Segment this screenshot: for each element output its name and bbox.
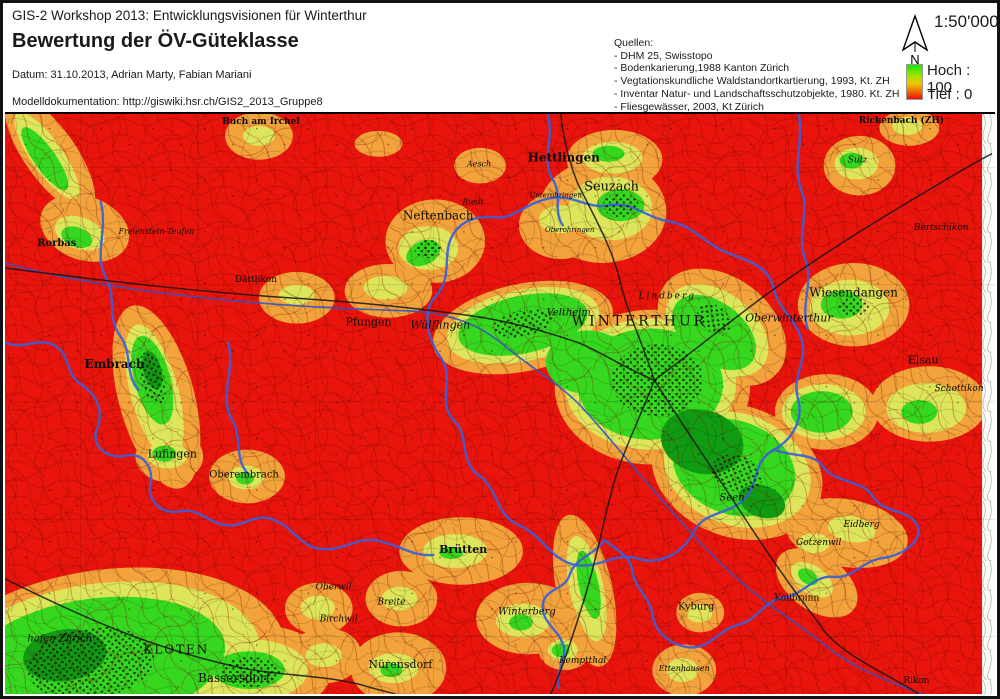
legend-gradient-bar	[906, 64, 923, 100]
map-label: Oberwinterthur	[745, 312, 833, 325]
map-label: Seen	[720, 492, 745, 503]
legend-low-label: Tief : 0	[927, 86, 973, 103]
page-title: Bewertung der ÖV-Güteklasse	[12, 30, 299, 52]
map-label: Gotzenwil	[796, 538, 841, 548]
legend-high-label: Hoch : 100	[927, 62, 971, 96]
map-label: Eidberg	[842, 520, 879, 530]
map-label: hafen Zürich	[27, 633, 92, 644]
map-label: Dättlikon	[235, 275, 277, 285]
north-label: N	[910, 52, 919, 66]
map-label: Bertschikon	[913, 223, 969, 233]
map-label: Sulz	[848, 156, 868, 166]
map-label: KLOTEN	[143, 642, 209, 656]
sources-heading: Quellen:	[614, 37, 654, 49]
source-item: - Vegtationskundliche Waldstandortkartie…	[614, 75, 890, 88]
map-label: Freienstein-Teufen	[118, 227, 195, 236]
map-label: Aesch	[466, 160, 491, 169]
map-label: Wiesendangen	[809, 286, 898, 300]
map-label: Oberembrach	[209, 470, 279, 481]
map-label: Bassersdorf	[198, 671, 272, 685]
topo-texture	[5, 114, 995, 694]
map-area: Buch am Irchel Hettlingen Seuzach Unterohri…	[5, 112, 995, 694]
map-label: Rickenbach (ZH)	[859, 115, 944, 126]
map-label: Rorbas	[37, 238, 77, 249]
scale-label: 1:50'000	[934, 12, 999, 31]
date-authors: Datum: 31.10.2013, Adrian Marty, Fabian …	[12, 69, 252, 81]
workshop-title: GIS-2 Workshop 2013: Entwicklungsvisione…	[12, 8, 367, 23]
map-label: Pfungen	[345, 316, 391, 329]
map-label: Wülflingen	[410, 319, 470, 332]
place-labels: Buch am Irchel Hettlingen SeuzachUnterohri…	[27, 115, 983, 686]
map-label: Oberwil	[316, 583, 352, 593]
bw-map-strip	[982, 114, 995, 694]
map-label: Unterohringen	[530, 191, 582, 199]
source-item: - Fliesgewässer, 2003, Kt Zürich	[614, 100, 764, 113]
map-label: Lufingen	[148, 448, 197, 461]
map-label: Lindberg	[638, 292, 696, 302]
map-label: Rikon	[903, 676, 929, 686]
source-item: - Bodenkarierung,1988 Kanton Zürich	[614, 62, 790, 75]
river-toess	[5, 262, 922, 694]
source-item: - DHM 25, Swisstopo	[614, 49, 713, 62]
map-label: Elsau	[908, 353, 939, 366]
map-label: Seuzach	[584, 179, 639, 194]
map-label: Ettenhausen	[658, 664, 710, 673]
map-label: Riedt	[461, 197, 484, 206]
map-label: Veltheim	[547, 308, 591, 319]
map-label: Kollbrunn	[774, 594, 819, 604]
map-label: Winterberg	[498, 607, 556, 618]
map-label: Hettlingen	[528, 151, 601, 165]
map-label: Embrach	[85, 357, 145, 371]
map-label: Birchwil	[319, 615, 358, 625]
source-item: - Inventar Natur- und Landschaftsschutzo…	[614, 87, 900, 100]
map-label: Kyburg	[678, 602, 715, 613]
header: GIS-2 Workshop 2013: Entwicklungsvisione…	[3, 3, 999, 125]
map-label: Kemptthal	[558, 656, 606, 666]
map-label: Breite	[376, 598, 405, 608]
model-doc-link: Modelldokumentation: http://giswiki.hsr.…	[12, 96, 323, 108]
settlement-speckle	[27, 193, 870, 694]
map-label: Neftenbach	[403, 208, 474, 222]
map-label: Oberohringen	[545, 226, 594, 234]
north-arrow-icon: N	[901, 14, 929, 66]
map-label: Nürensdorf	[368, 658, 433, 671]
map-label: WINTERTHUR	[572, 314, 707, 330]
map-label: Buch am Irchel	[222, 117, 300, 127]
map-label: Brütten	[439, 543, 487, 556]
map-canvas: Buch am Irchel Hettlingen SeuzachUnterohri…	[5, 114, 995, 694]
map-label: Schottikon	[935, 384, 984, 394]
